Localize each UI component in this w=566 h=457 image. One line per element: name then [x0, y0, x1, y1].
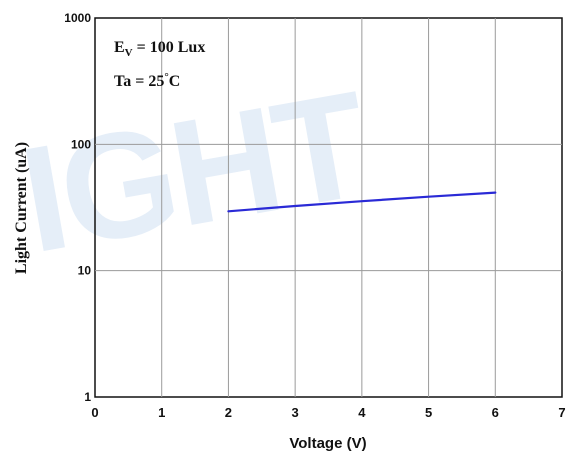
x-tick-label-0: 0 — [91, 405, 98, 420]
y-tick-label-2: 100 — [71, 137, 91, 151]
annotation-degree: ° — [164, 71, 168, 83]
annotation-ta-unit: C — [169, 73, 181, 90]
y-axis-label: Light Current (uA) — [13, 142, 30, 274]
plot-frame — [94, 17, 563, 398]
annotation-illuminance: EV = 100 Lux — [114, 39, 205, 59]
series-line-0 — [227, 191, 497, 213]
x-axis-label: Voltage (V) — [289, 435, 366, 452]
x-tick-label-2: 2 — [225, 405, 232, 420]
annotation-ev-subscript: V — [125, 47, 133, 59]
annotation-temperature: Ta = 25°C — [114, 71, 180, 90]
x-tick-label-5: 5 — [425, 405, 432, 420]
x-tick-label-4: 4 — [358, 405, 366, 420]
grid-lines — [95, 18, 562, 397]
y-tick-label-0: 1 — [84, 390, 91, 404]
x-tick-label-7: 7 — [558, 405, 565, 420]
y-tick-label-1: 10 — [78, 264, 92, 278]
x-tick-label-3: 3 — [292, 405, 299, 420]
annotation-ev-symbol: E — [114, 39, 125, 56]
series-lines — [227, 191, 497, 213]
x-tick-label-1: 1 — [158, 405, 165, 420]
svg-text:Ta = 25°C: Ta = 25°C — [114, 71, 180, 90]
annotation-ta-text: Ta = 25 — [114, 73, 164, 90]
svg-text:EV = 100 Lux: EV = 100 Lux — [114, 39, 205, 59]
annotation-ev-text: = 100 Lux — [133, 39, 206, 56]
watermark-text: IGHT — [10, 59, 380, 284]
y-tick-label-3: 1000 — [64, 11, 91, 25]
x-tick-label-6: 6 — [492, 405, 499, 420]
